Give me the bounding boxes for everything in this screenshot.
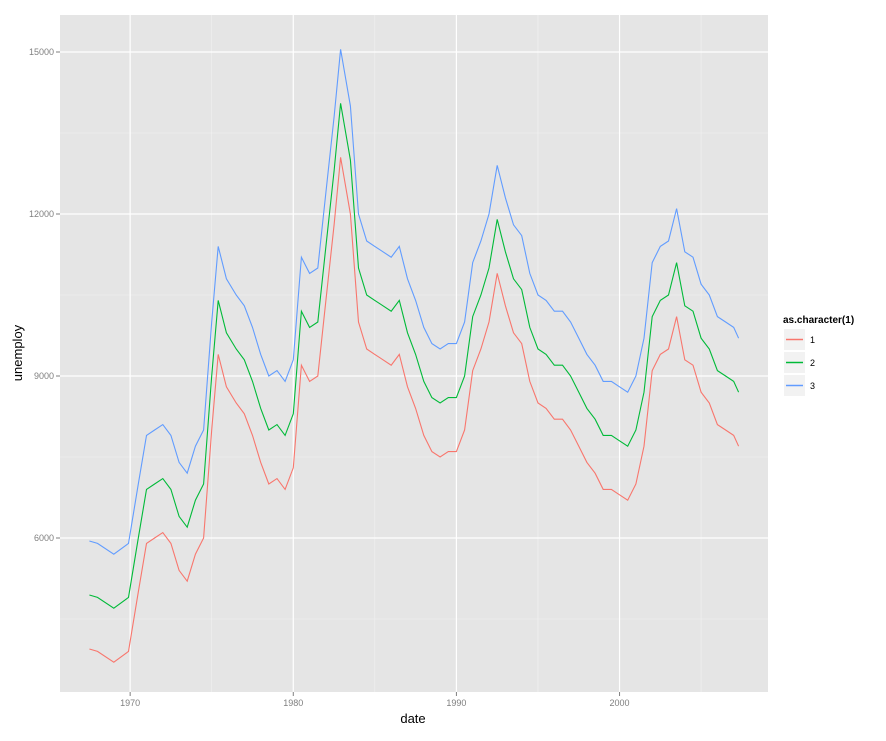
x-tick-label: 1970 [120, 698, 140, 708]
y-axis-label: unemploy [10, 324, 25, 381]
legend: as.character(1) 1 2 3 [783, 315, 854, 396]
x-tick-label: 1990 [446, 698, 466, 708]
y-tick-label: 6000 [34, 533, 54, 543]
series-line-3 [89, 49, 740, 555]
legend-label-2: 2 [810, 358, 815, 368]
y-tick-label: 9000 [34, 371, 54, 381]
series-line-2 [89, 103, 740, 609]
y-tick-label: 15000 [29, 47, 54, 57]
x-tick-label: 1980 [283, 698, 303, 708]
legend-title: as.character(1) [783, 315, 854, 326]
plot-panel [60, 15, 768, 692]
x-tick-label: 2000 [610, 698, 630, 708]
legend-label-1: 1 [810, 335, 815, 345]
legend-label-3: 3 [810, 381, 815, 391]
y-tick-label: 12000 [29, 209, 54, 219]
x-axis-label: date [400, 711, 425, 726]
series-line-1 [89, 157, 740, 663]
